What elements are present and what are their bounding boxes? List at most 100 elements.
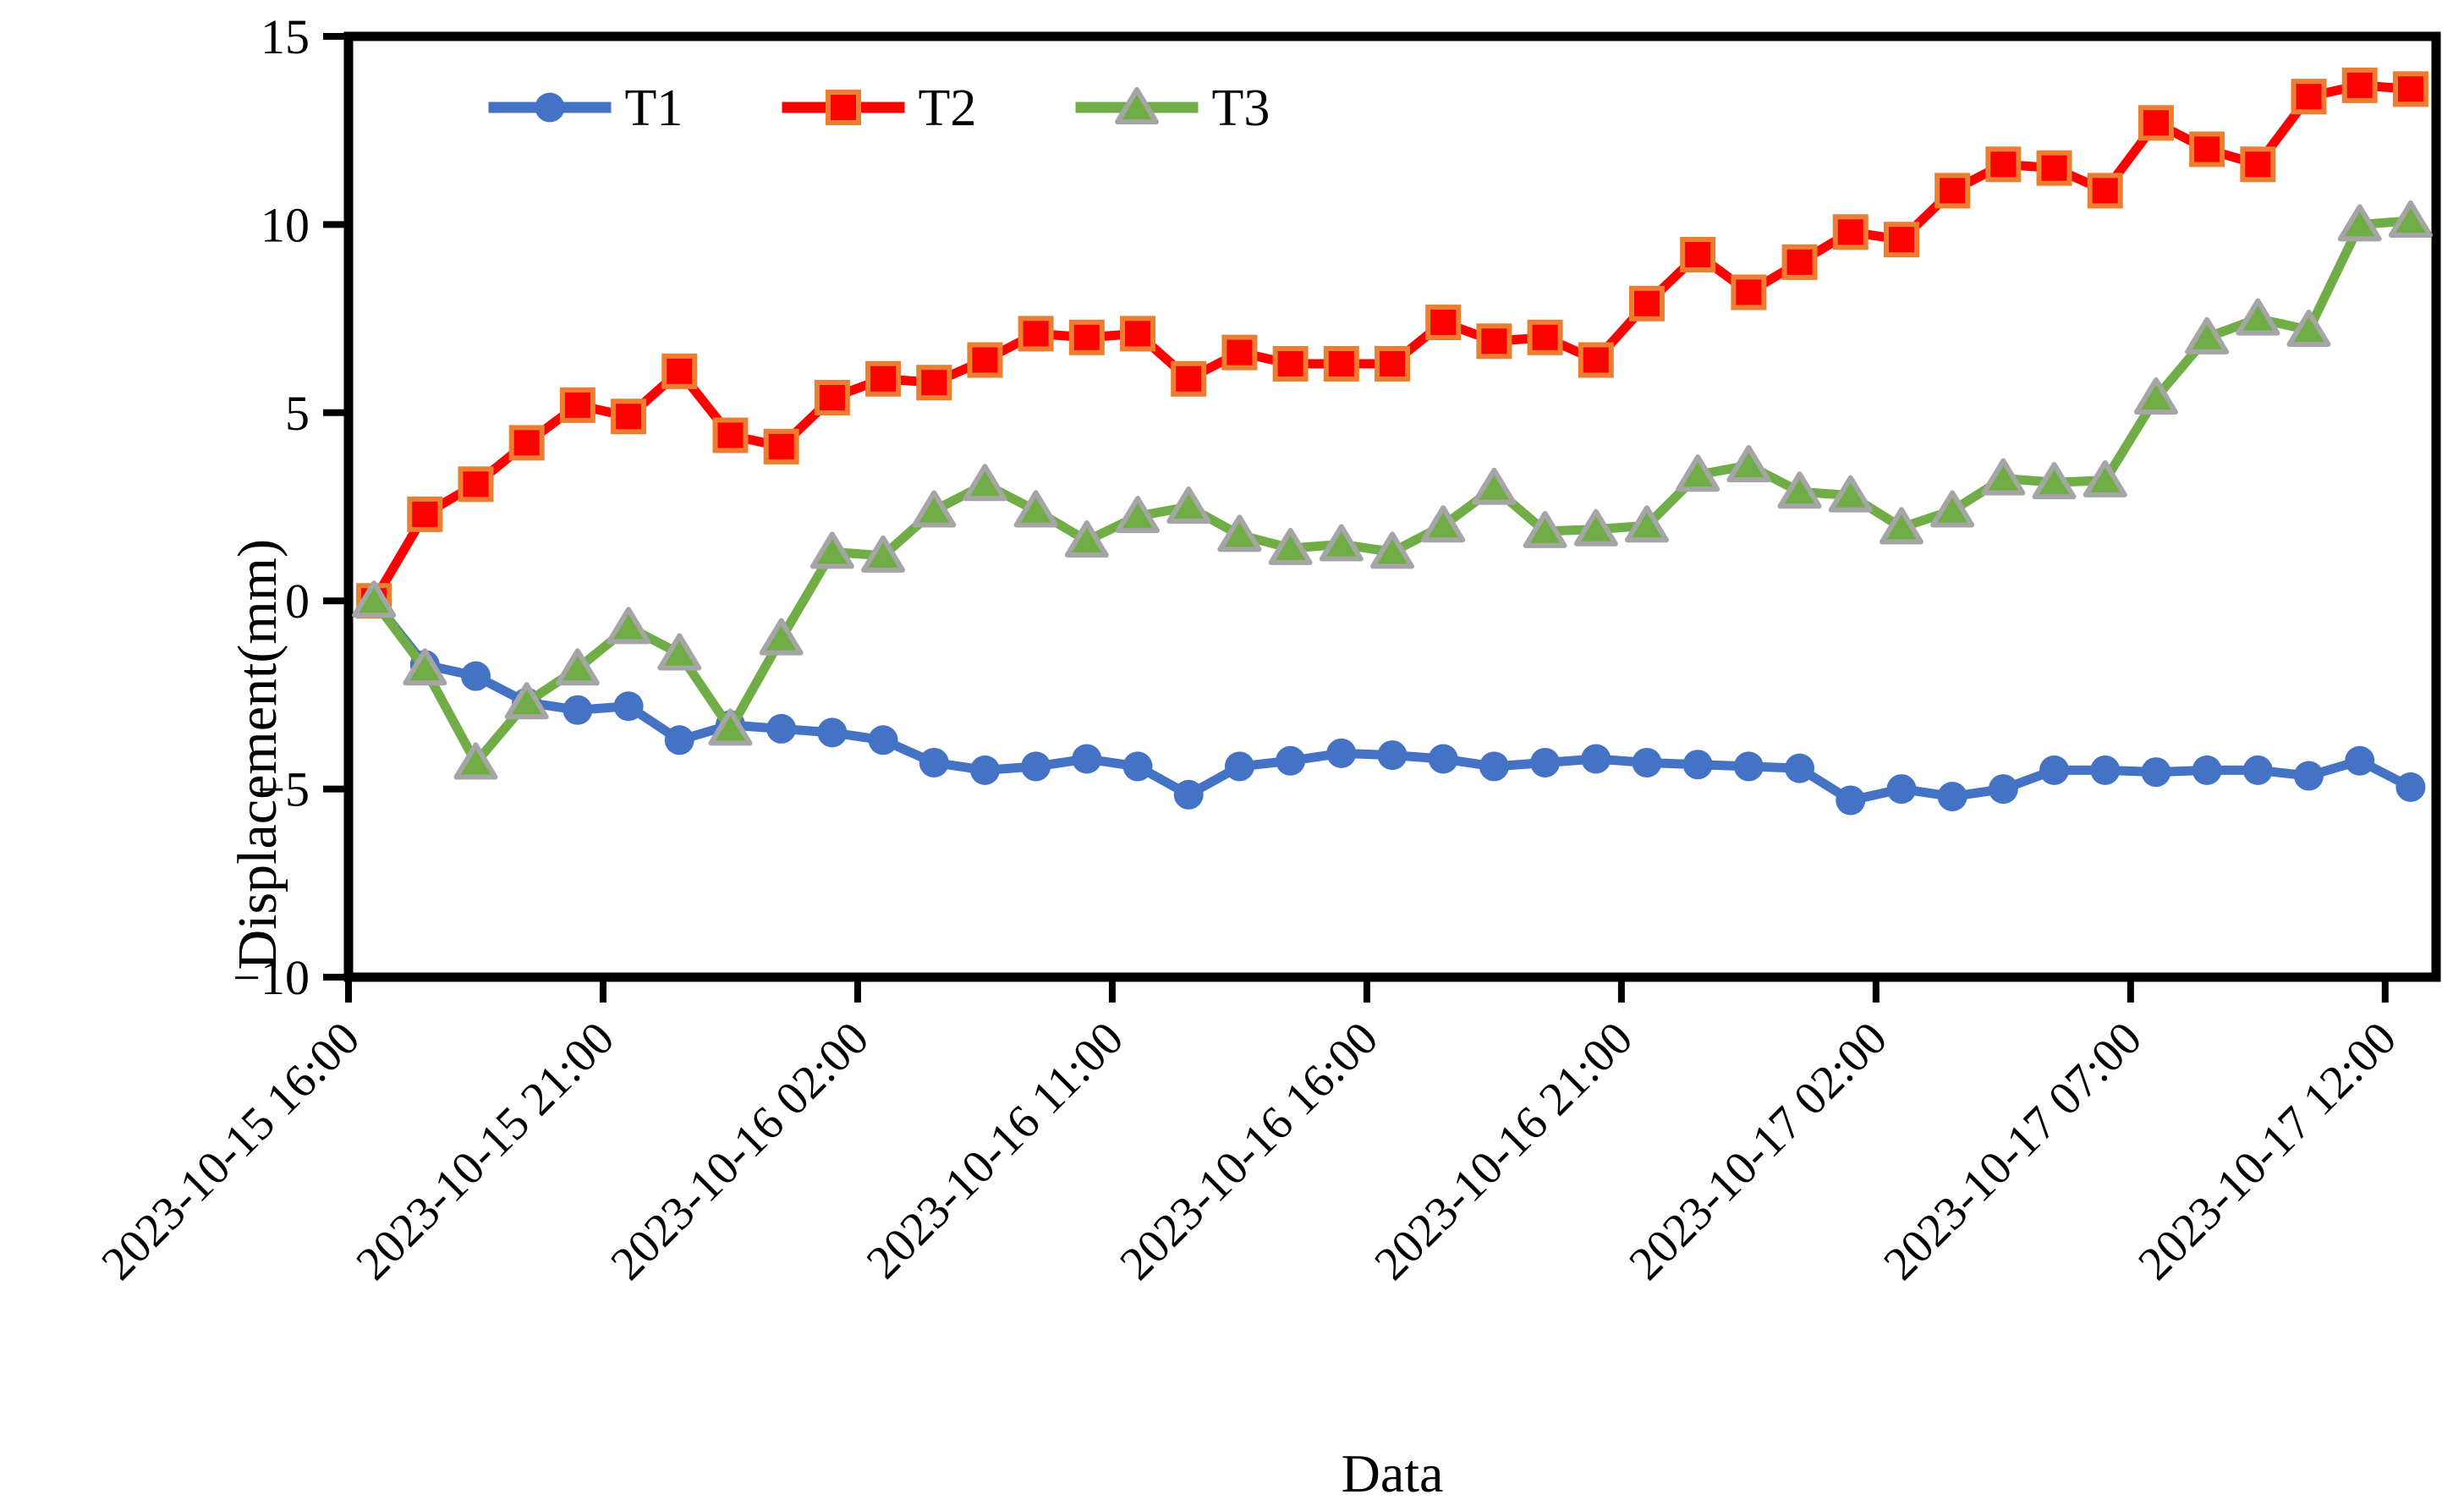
triangle-marker <box>2083 459 2127 497</box>
triangle-marker <box>1726 445 1771 483</box>
circle-marker <box>1276 745 1306 776</box>
legend-label: T1 <box>625 80 683 137</box>
circle-marker <box>2395 772 2426 802</box>
triangle-marker <box>2185 316 2230 354</box>
triangle-marker <box>1115 87 1159 124</box>
circle-marker <box>460 661 491 691</box>
series-T1 <box>359 585 2426 816</box>
plot-frame <box>343 31 2441 982</box>
square-marker <box>1018 316 1054 352</box>
circle-marker <box>1632 747 1662 777</box>
square-marker <box>1272 345 1309 382</box>
circle-marker <box>1428 744 1458 774</box>
square-marker <box>2087 173 2123 209</box>
circle-marker <box>1937 781 1967 811</box>
circle-marker <box>969 755 1000 785</box>
triangle-marker <box>403 648 447 686</box>
circle-marker <box>2039 755 2070 785</box>
triangle-marker <box>1013 490 1058 528</box>
circle-marker <box>1886 774 1917 805</box>
y-tick-label: 0 <box>285 574 310 629</box>
series-T2-line <box>370 80 2412 603</box>
legend-label: T2 <box>919 80 977 137</box>
x-tick-label: 2023-10-17 12:00 <box>2128 1012 2406 1290</box>
triangle-marker <box>2032 462 2077 500</box>
triangle-marker <box>1624 505 1669 543</box>
circle-marker <box>1326 738 1357 768</box>
square-marker <box>1934 173 1971 209</box>
x-tick-label: 2023-10-17 02:00 <box>1619 1012 1897 1290</box>
square-marker <box>2137 105 2174 141</box>
square-marker <box>611 398 647 435</box>
square-marker <box>1578 342 1614 378</box>
circle-marker <box>1122 751 1153 782</box>
triangle-marker <box>1116 496 1161 534</box>
square-marker <box>1476 323 1512 360</box>
triangle-marker <box>2286 309 2331 347</box>
triangle-marker <box>2388 200 2433 238</box>
circle-marker <box>919 747 949 777</box>
triangle-marker <box>1421 505 1466 543</box>
circle-marker <box>1377 740 1408 771</box>
series-T3 <box>352 200 2433 780</box>
square-marker <box>916 365 952 401</box>
circle-marker <box>1733 751 1764 782</box>
square-marker <box>407 496 443 532</box>
square-marker <box>2392 71 2428 107</box>
square-marker <box>1883 222 1919 258</box>
triangle-marker <box>555 648 600 686</box>
triangle-marker <box>2337 204 2382 242</box>
square-marker <box>1781 244 1818 280</box>
circle-marker <box>2294 761 2324 791</box>
circle-marker <box>817 717 848 748</box>
y-tick-label: −5 <box>257 762 310 817</box>
x-tick-label: 2023-10-16 16:00 <box>1110 1012 1388 1290</box>
data-series <box>352 67 2433 816</box>
x-tick-label: 2023-10-16 02:00 <box>601 1012 879 1290</box>
circle-marker <box>562 695 593 725</box>
x-tick-label: 2023-10-15 16:00 <box>91 1012 370 1290</box>
triangle-marker <box>504 682 549 720</box>
triangle-marker <box>1930 490 1975 528</box>
circle-marker <box>664 725 694 756</box>
triangle-marker <box>1370 531 1414 569</box>
square-marker <box>2036 150 2072 186</box>
legend-item-T3: T3 <box>1075 80 1270 137</box>
circle-marker <box>613 691 644 722</box>
square-marker <box>661 353 698 389</box>
circle-marker <box>2345 745 2375 776</box>
triangle-marker <box>2133 377 2178 415</box>
triangle-marker <box>1777 471 1822 509</box>
chart-legend: T1 T2 T3 <box>488 80 1270 137</box>
circle-marker <box>2141 757 2171 788</box>
square-marker <box>458 466 494 503</box>
triangle-marker <box>1319 524 1364 562</box>
circle-marker <box>1581 744 1611 774</box>
square-marker <box>1527 319 1563 355</box>
triangle-marker <box>1676 454 1720 492</box>
circle-marker <box>868 725 898 756</box>
triangle-marker <box>1472 467 1517 505</box>
square-marker <box>1628 285 1665 321</box>
triangle-marker <box>912 490 957 528</box>
triangle-marker <box>1064 520 1109 558</box>
x-tick-label: 2023-10-17 07:00 <box>1874 1012 2152 1290</box>
y-tick-label: 10 <box>261 197 310 252</box>
x-axis-title: Data <box>1341 1443 1444 1503</box>
triangle-marker <box>352 580 397 618</box>
circle-marker <box>1530 747 1561 777</box>
square-marker <box>865 360 902 397</box>
triangle-marker <box>809 531 854 569</box>
y-tick-label: 15 <box>261 9 310 64</box>
square-marker <box>1832 214 1869 250</box>
square-marker <box>967 342 1003 378</box>
square-marker <box>1221 334 1258 371</box>
triangle-marker <box>1573 508 1618 547</box>
circle-marker <box>766 713 797 744</box>
square-marker <box>1120 316 1156 352</box>
circle-marker <box>1021 751 1051 782</box>
series-T2 <box>356 67 2428 619</box>
triangle-marker <box>2236 298 2280 336</box>
